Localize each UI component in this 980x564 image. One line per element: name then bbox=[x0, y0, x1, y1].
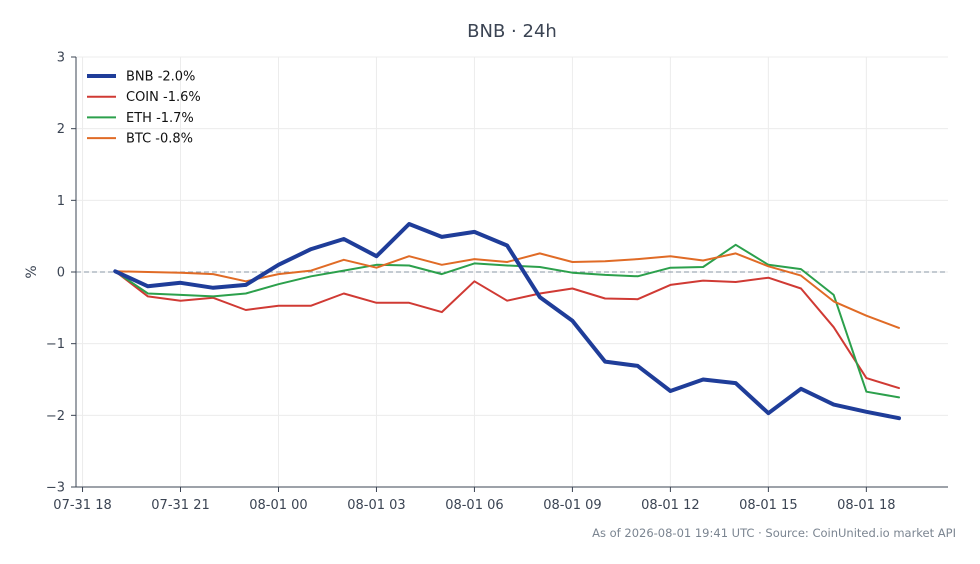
x-tick-label: 07-31 18 bbox=[53, 498, 111, 513]
x-axis-ticks: 07-31 18 07-31 21 08-01 00 08-01 03 08-01 06… bbox=[53, 487, 896, 513]
y-tick-label: −1 bbox=[46, 337, 65, 352]
y-tick-label: 0 bbox=[57, 266, 65, 281]
x-tick-label: 08-01 15 bbox=[739, 498, 797, 513]
legend-entry: COIN -1.6% bbox=[126, 90, 201, 105]
y-axis-label: % bbox=[24, 265, 40, 278]
series-line-bnb bbox=[113, 222, 901, 421]
source-footer: As of 2026-08-01 19:41 UTC · Source: Coi… bbox=[592, 526, 956, 540]
x-tick-label: 08-01 09 bbox=[543, 498, 601, 513]
y-tick-label: 1 bbox=[57, 194, 65, 209]
series-line-eth bbox=[114, 243, 900, 399]
y-tick-label: 3 bbox=[57, 51, 65, 66]
y-tick-label: 2 bbox=[57, 122, 65, 137]
legend-entry: BNB -2.0% bbox=[126, 70, 195, 85]
legend: BNB -2.0% COIN -1.6% ETH -1.7% BTC -0.8% bbox=[87, 70, 201, 147]
x-tick-label: 08-01 03 bbox=[347, 498, 405, 513]
legend-entry: BTC -0.8% bbox=[126, 132, 193, 147]
series-lines bbox=[113, 222, 901, 421]
series-line-coin bbox=[114, 270, 900, 390]
x-tick-label: 07-31 21 bbox=[151, 498, 209, 513]
y-tick-label: −3 bbox=[46, 481, 65, 496]
series-line-btc bbox=[114, 252, 900, 329]
y-tick-label: −2 bbox=[46, 409, 65, 424]
x-tick-label: 08-01 00 bbox=[249, 498, 307, 513]
y-axis-ticks: 3 2 1 0 −1 −2 −3 bbox=[46, 51, 76, 496]
x-tick-label: 08-01 18 bbox=[837, 498, 895, 513]
legend-entry: ETH -1.7% bbox=[126, 111, 194, 126]
chart-title: BNB · 24h bbox=[467, 21, 557, 42]
x-tick-label: 08-01 12 bbox=[641, 498, 699, 513]
x-tick-label: 08-01 06 bbox=[445, 498, 503, 513]
